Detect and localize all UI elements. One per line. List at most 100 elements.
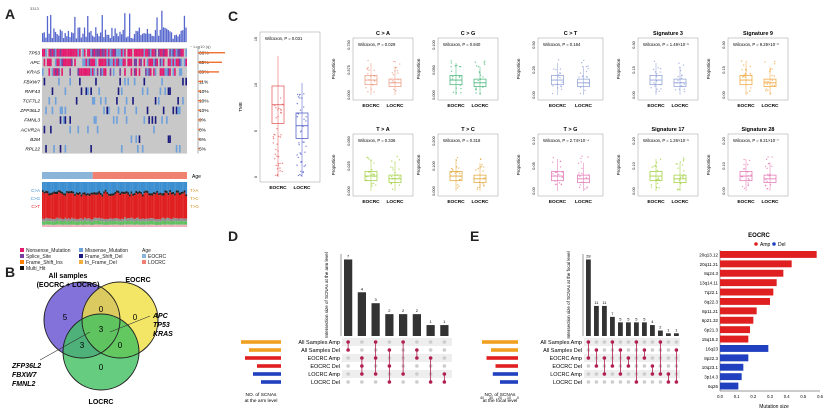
data-point [475, 169, 477, 171]
data-point [398, 176, 400, 178]
set-size-bar [241, 340, 281, 344]
substitution-segment [154, 192, 157, 195]
substitution-segment [101, 224, 104, 227]
top-bar [138, 27, 140, 42]
substitution-segment [66, 190, 68, 193]
data-point [747, 171, 749, 173]
data-point [373, 162, 375, 164]
percent-label: 5% [199, 147, 207, 153]
data-point [554, 183, 557, 186]
substitution-segment [96, 192, 99, 195]
eocrc-bar [720, 279, 777, 287]
substitution-segment [96, 194, 99, 219]
mutation-cell [148, 116, 150, 124]
top-bar [109, 38, 111, 42]
substitution-segment [169, 182, 171, 190]
mutation-cell [140, 58, 142, 67]
substitution-segment [182, 221, 184, 225]
data-point [581, 75, 584, 78]
data-point [276, 167, 279, 170]
y-axis-label: Proportion [416, 58, 421, 79]
data-point [482, 166, 485, 168]
mutation-cell [149, 58, 152, 67]
substitution-segment [62, 224, 65, 227]
data-point [399, 63, 401, 65]
substitution-segment [148, 218, 151, 222]
mutation-cell [119, 77, 121, 86]
mutation-cell [50, 49, 52, 57]
data-point [744, 76, 746, 78]
substitution-segment [177, 190, 180, 193]
top-bar [67, 30, 70, 42]
data-point [450, 60, 452, 62]
mutation-cell [175, 145, 178, 153]
mutation-cell [182, 77, 184, 86]
data-point [559, 77, 561, 79]
data-point [678, 88, 681, 90]
data-point [674, 89, 677, 91]
data-point [552, 85, 554, 87]
mutation-cell [120, 49, 123, 57]
substitution-segment [96, 182, 99, 193]
mutation-cell [43, 125, 46, 134]
bar-label: 1 [430, 319, 433, 324]
data-point [279, 108, 282, 110]
venn-num-center: 3 [99, 325, 104, 334]
substitution-segment [108, 182, 110, 194]
data-point [558, 182, 561, 184]
data-point [682, 160, 685, 162]
substitution-segment [88, 193, 91, 197]
substitution-segment [59, 217, 62, 221]
data-point [483, 177, 485, 179]
substitution-segment [88, 221, 91, 225]
substitution-segment [164, 182, 167, 191]
mutation-cell [51, 68, 54, 76]
data-point [452, 91, 455, 94]
substitution-segment [143, 221, 146, 225]
mutation-cell [156, 58, 158, 67]
substitution-segment [172, 217, 175, 221]
substitution-segment [164, 190, 167, 193]
mutation-cell [61, 68, 63, 76]
percent-label: 6% [199, 137, 207, 143]
substitution-segment [69, 191, 72, 194]
mutation-cell [93, 49, 96, 57]
mutation-cell [72, 49, 75, 57]
substitution-segment [127, 224, 130, 227]
data-point [677, 188, 679, 190]
y-tick: 0.000 [432, 90, 436, 100]
mutation-cell [146, 49, 149, 57]
top-bar [117, 36, 120, 42]
set-label: All Samples Amp [298, 340, 340, 346]
substitution-segment [162, 193, 165, 196]
matrix-dot [642, 380, 647, 384]
eocrc-category: 6p21.32 [702, 318, 719, 323]
data-point [302, 141, 304, 143]
matrix-dot [373, 380, 378, 384]
mutation-cell [180, 49, 183, 57]
substitution-segment [42, 218, 44, 222]
substitution-segment [164, 218, 167, 222]
top-bar [45, 37, 47, 42]
substitution-segment [83, 224, 86, 227]
eocrc-category: 15q15.2 [702, 337, 719, 342]
substitution-segment [162, 220, 165, 225]
data-point [658, 179, 660, 181]
data-point [767, 89, 769, 91]
data-point [765, 158, 768, 161]
substitution-segment [114, 220, 117, 225]
data-point [679, 66, 681, 69]
eocrc-bar [720, 307, 757, 315]
substitution-segment [80, 196, 83, 219]
intersection-bar [440, 325, 449, 336]
mutation-cell [183, 58, 186, 67]
data-point [747, 177, 749, 180]
y-tick: 0.00 [632, 187, 636, 194]
substitution-segment [133, 193, 136, 196]
intersection-bar [602, 305, 607, 336]
substitution-segment [93, 194, 96, 218]
mutation-cell [61, 106, 63, 115]
data-point [746, 92, 749, 94]
top-bar [62, 38, 65, 42]
data-point [273, 158, 276, 160]
